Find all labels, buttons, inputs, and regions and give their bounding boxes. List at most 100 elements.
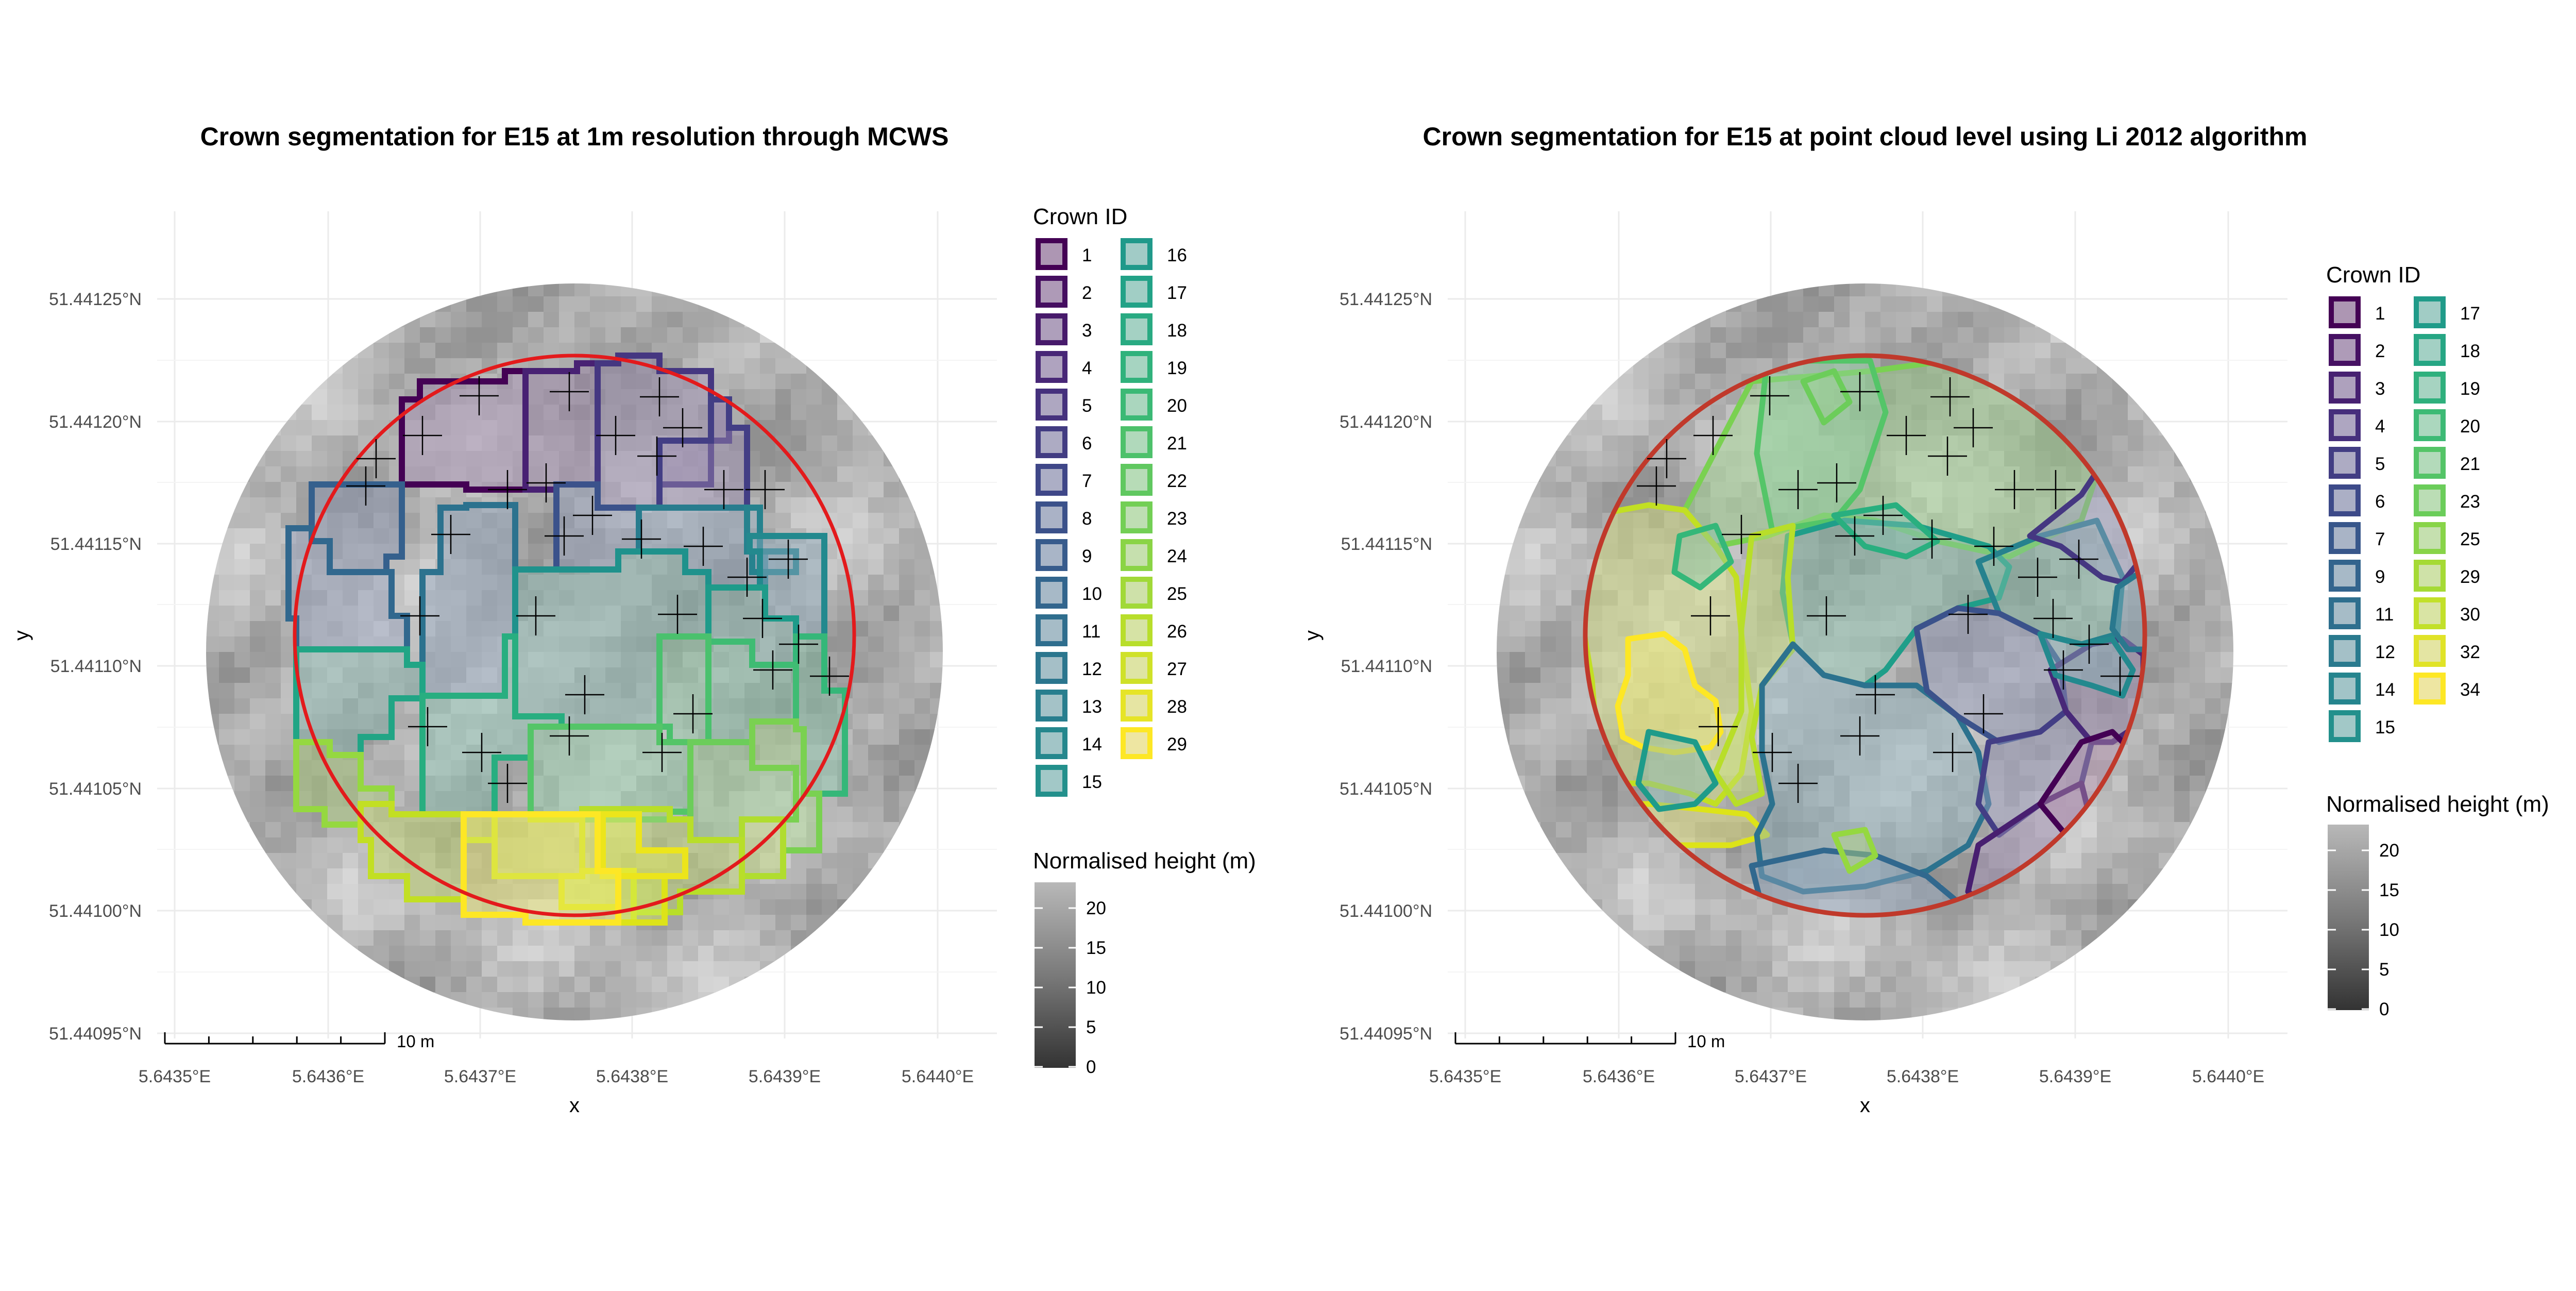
raster-cell (1695, 343, 1711, 359)
raster-cell (1710, 343, 1726, 359)
raster-cell (2143, 513, 2159, 529)
raster-cell (683, 899, 699, 915)
raster-cell (1618, 868, 1634, 884)
raster-cell (2159, 853, 2175, 869)
raster-cell (2004, 946, 2020, 962)
raster-cell (265, 420, 281, 436)
raster-cell (1680, 389, 1696, 405)
raster-cell (1927, 296, 1943, 312)
raster-cell (234, 451, 250, 467)
raster-cell (1633, 915, 1649, 931)
raster-cell (2004, 374, 2020, 390)
raster-cell (2143, 559, 2159, 575)
raster-cell (899, 915, 915, 931)
raster-cell (1680, 466, 1696, 482)
raster-cell (389, 312, 405, 328)
raster-cell (466, 343, 482, 359)
raster-cell (884, 992, 900, 1008)
raster-cell (234, 575, 250, 591)
raster-cell (853, 389, 869, 405)
raster-cell (482, 992, 498, 1008)
raster-cell (2004, 312, 2020, 328)
raster-cell (1973, 312, 1989, 328)
raster-cell (204, 760, 219, 776)
raster-cell (1973, 946, 1989, 962)
raster-cell (1510, 281, 1526, 297)
raster-cell (219, 621, 235, 637)
raster-cell (296, 915, 312, 931)
raster-cell (265, 435, 281, 451)
raster-cell (590, 930, 606, 946)
raster-cell (1664, 915, 1680, 931)
raster-cell (1664, 327, 1680, 343)
raster-cell (1556, 652, 1572, 668)
raster-cell (250, 281, 266, 297)
raster-cell (714, 915, 730, 931)
raster-cell (404, 745, 420, 761)
raster-cell (1525, 528, 1541, 544)
raster-cell (822, 884, 838, 900)
raster-cell (868, 343, 884, 359)
raster-cell (265, 853, 281, 869)
raster-cell (1494, 420, 1510, 436)
raster-cell (791, 992, 807, 1008)
raster-cell (2143, 1023, 2159, 1039)
raster-cell (884, 343, 900, 359)
raster-cell (1587, 745, 1603, 761)
raster-cell (1680, 884, 1696, 900)
raster-cell (2174, 683, 2190, 699)
raster-cell (1525, 497, 1541, 513)
raster-cell (1618, 327, 1634, 343)
raster-cell (482, 961, 498, 977)
raster-cell (204, 281, 219, 297)
raster-cell (2143, 405, 2159, 421)
raster-cell (250, 312, 266, 328)
raster-cell (234, 621, 250, 637)
raster-cell (528, 544, 544, 560)
raster-cell (2174, 590, 2190, 606)
raster-cell (219, 667, 235, 683)
raster-cell (1772, 281, 1788, 297)
raster-cell (2159, 698, 2175, 714)
raster-cell (2050, 281, 2066, 297)
raster-cell (234, 405, 250, 421)
raster-cell (2190, 497, 2206, 513)
raster-cell (2020, 1008, 2036, 1024)
raster-cell (760, 405, 776, 421)
raster-cell (2190, 374, 2206, 390)
raster-cell (1556, 899, 1572, 915)
raster-cell (574, 296, 590, 312)
raster-cell (1880, 946, 1896, 962)
raster-cell (1494, 405, 1510, 421)
raster-cell (1819, 281, 1835, 297)
raster-cell (296, 899, 312, 915)
raster-cell (1880, 930, 1896, 946)
raster-cell (744, 992, 760, 1008)
raster-cell (2174, 807, 2190, 823)
raster-cell (296, 374, 312, 390)
raster-cell (884, 714, 900, 730)
raster-cell (1571, 868, 1587, 884)
raster-cell (1525, 822, 1541, 838)
raster-cell (2205, 1023, 2221, 1039)
raster-cell (2190, 513, 2206, 529)
raster-cell (2159, 1023, 2175, 1039)
raster-cell (2112, 837, 2128, 853)
x-tick-label: 5.6436°E (292, 1067, 364, 1086)
raster-cell (590, 1008, 606, 1024)
raster-cell (2174, 312, 2190, 328)
y-tick-label: 51.44115°N (1341, 534, 1432, 554)
raster-cell (1556, 590, 1572, 606)
legend-title: Crown ID (1033, 204, 1127, 229)
raster-cell (358, 312, 374, 328)
raster-cell (2174, 652, 2190, 668)
raster-cell (775, 389, 791, 405)
raster-cell (343, 868, 359, 884)
raster-cell (2020, 868, 2036, 884)
legend-swatch (1038, 429, 1065, 456)
raster-cell (1726, 930, 1742, 946)
raster-cell (914, 807, 930, 823)
raster-cell (1772, 915, 1788, 931)
raster-cell (219, 451, 235, 467)
raster-cell (2097, 822, 2113, 838)
